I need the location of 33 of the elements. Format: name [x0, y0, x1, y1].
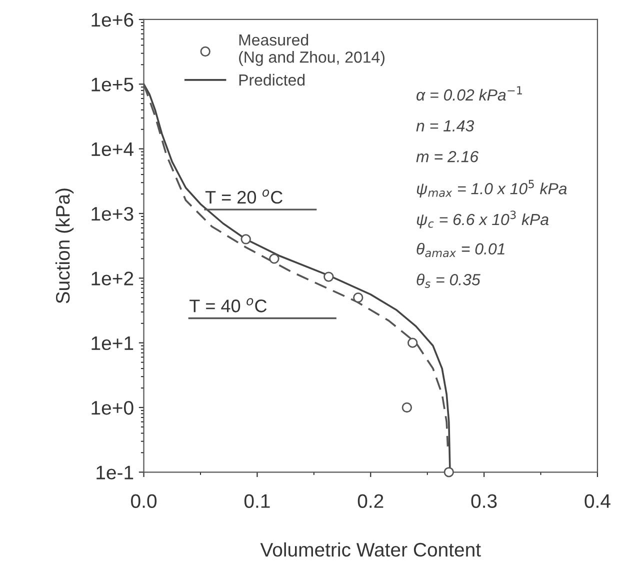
y-tick-label: 1e-1	[96, 466, 134, 480]
annotation: θ$_{amax}$ = 0.01	[416, 242, 504, 258]
y-tick-label: 1e+6	[92, 12, 134, 27]
annotation: m = 2.16	[416, 150, 479, 162]
x-tick-label: 0.4	[584, 494, 610, 508]
annotation: T = 40 $^{o}$C	[190, 298, 267, 312]
y-tick-label: 1e+5	[92, 78, 134, 92]
legend-label: Predicted	[239, 74, 305, 86]
annotation: n = 1.43	[416, 120, 474, 132]
annotation: α = 0.02 kPa$^{−1}$	[416, 86, 522, 101]
x-tick-label: 0.0	[131, 494, 157, 508]
point	[240, 234, 251, 244]
point	[402, 402, 412, 413]
annotation: T = 20 $^{o}$C	[205, 190, 282, 204]
x-tick-label: 0.3	[471, 494, 497, 508]
point	[353, 292, 364, 303]
point	[408, 338, 418, 348]
y-tick-label: 1e+3	[92, 206, 134, 221]
legend-label: Measured (Ng and Zhou, 2014)	[239, 34, 384, 66]
point	[324, 272, 334, 282]
y-tick-label: 1e+4	[92, 142, 134, 156]
y-tick-label: 1e+1	[92, 336, 134, 350]
y-axis-title: Suction (kPa)	[55, 188, 74, 304]
x-tick-label: 0.1	[244, 494, 270, 508]
point	[444, 467, 454, 478]
annotation: θ$_{s}$ = 0.35	[416, 274, 480, 288]
point	[269, 254, 280, 264]
y-tick-label: 1e+2	[92, 272, 134, 286]
x-axis-title: Volumetric Water Content	[260, 542, 481, 557]
annotation: ψ$_{c}$ = 6.6 x 10$^{3}$ kPa	[416, 210, 548, 228]
x-tick-label: 0.2	[358, 494, 384, 508]
y-tick-label: 1e+0	[92, 400, 134, 415]
annotation: ψ$_{max}$ = 1.0 x 10$^{5}$ kPa	[416, 180, 567, 198]
